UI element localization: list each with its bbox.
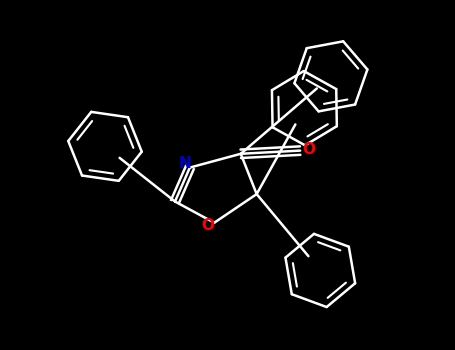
Text: O: O (302, 142, 315, 157)
Text: N: N (178, 156, 191, 171)
Text: O: O (202, 218, 214, 233)
